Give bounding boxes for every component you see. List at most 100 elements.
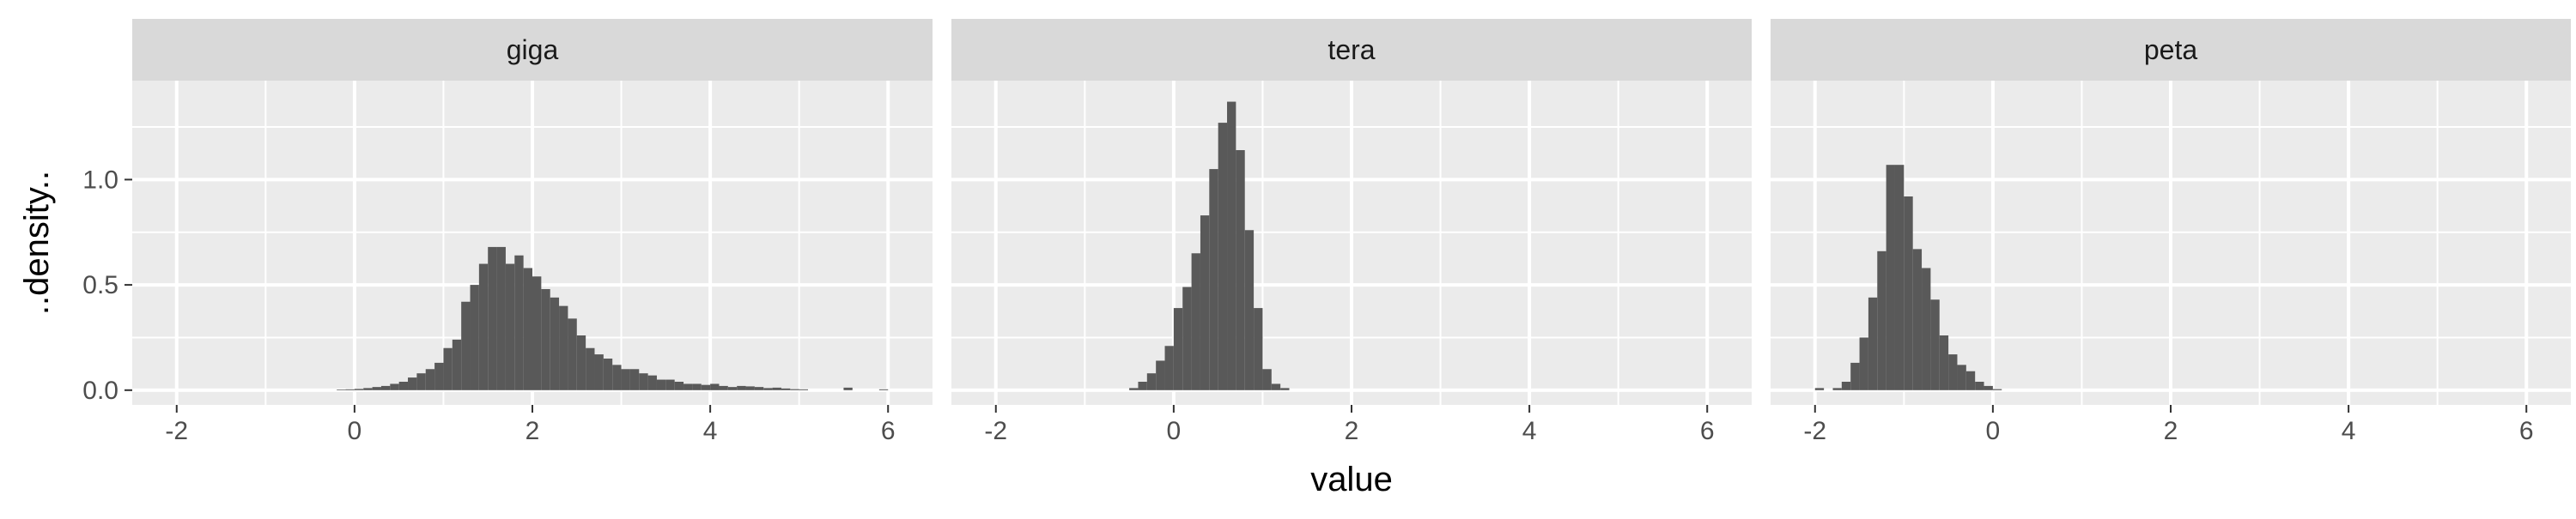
histogram-bar xyxy=(425,369,435,390)
y-tick-label: 0.5 xyxy=(82,271,118,299)
facet-panel-tera: tera xyxy=(951,19,1752,405)
histogram-bar xyxy=(629,369,640,390)
histogram-bar xyxy=(416,373,426,390)
histogram-bar xyxy=(790,389,799,390)
histogram-bar xyxy=(1948,354,1958,390)
histogram-bar xyxy=(1975,382,1984,390)
histogram-bar xyxy=(1859,337,1868,390)
facet-strip xyxy=(132,19,933,81)
histogram-bar xyxy=(1868,297,1878,390)
histogram-bar xyxy=(461,301,471,390)
histogram-bar xyxy=(1209,169,1218,390)
histogram-bar xyxy=(692,383,702,390)
histogram-bar xyxy=(665,379,675,390)
histogram-bar xyxy=(639,373,648,390)
x-tick-label: 0 xyxy=(348,417,362,445)
histogram-bar xyxy=(398,382,409,390)
histogram-bar xyxy=(576,335,586,390)
histogram-bar xyxy=(1138,382,1147,390)
histogram-bar xyxy=(1939,335,1949,390)
histogram-bars xyxy=(1814,165,2002,390)
histogram-bar xyxy=(656,379,666,390)
histogram-bar xyxy=(1227,101,1236,390)
histogram-bar xyxy=(1904,196,1913,390)
histogram-bar xyxy=(745,386,755,390)
histogram-bar xyxy=(1984,385,1993,390)
histogram-bar xyxy=(727,387,738,390)
histogram-bar xyxy=(1965,371,1976,390)
x-tick-label: 2 xyxy=(1345,417,1359,445)
histogram-bar xyxy=(478,263,489,390)
facet-strip xyxy=(1771,19,2571,81)
histogram-bar xyxy=(380,385,391,390)
y-axis: 0.0 0.5 1.0 xyxy=(82,166,132,405)
histogram-bar xyxy=(843,387,853,390)
histogram-bar xyxy=(799,389,809,390)
histogram-bar xyxy=(505,263,515,390)
histogram-bar xyxy=(701,384,711,390)
histogram-bar xyxy=(390,383,399,390)
histogram-bar xyxy=(559,305,568,390)
x-axis: -2 0 2 4 6 -2 0 2 4 6 -2 0 2 4 6 xyxy=(165,405,2534,445)
histogram-bar xyxy=(1850,362,1860,390)
histogram-bar xyxy=(1271,383,1281,390)
histogram-bar xyxy=(737,385,746,390)
histogram-bar xyxy=(1912,249,1923,390)
histogram-bars xyxy=(337,246,889,390)
x-tick-label: 4 xyxy=(703,417,718,445)
x-tick-label: -2 xyxy=(165,417,188,445)
histogram-bar xyxy=(1814,388,1825,390)
histogram-bar xyxy=(434,362,444,390)
histogram-bar xyxy=(674,382,684,390)
facet-strip-label: tera xyxy=(1327,34,1375,65)
histogram-bar xyxy=(878,389,889,390)
histogram-bar xyxy=(1992,389,2002,390)
histogram-bar xyxy=(1832,388,1842,390)
histogram-bar xyxy=(710,383,720,390)
histogram-bar xyxy=(719,385,728,390)
histogram-bar xyxy=(443,347,453,390)
histogram-bar xyxy=(1129,388,1139,390)
facet-panel-peta: peta xyxy=(1771,19,2571,405)
histogram-bar xyxy=(683,383,693,390)
histogram-bar xyxy=(1164,346,1174,390)
histogram-bar xyxy=(470,285,479,390)
histogram-bar xyxy=(1236,150,1245,390)
histogram-bar xyxy=(372,387,381,390)
histogram-bar xyxy=(568,318,577,390)
histogram-bar xyxy=(594,354,604,390)
histogram-bar xyxy=(488,246,497,390)
x-tick-label: 2 xyxy=(526,417,540,445)
histogram-bar xyxy=(363,388,373,390)
histogram-bar xyxy=(523,268,532,390)
x-tick-label: -2 xyxy=(1803,417,1826,445)
facet-strip-label: giga xyxy=(507,34,559,65)
histogram-bar xyxy=(1254,308,1263,390)
histogram-bar xyxy=(452,339,462,390)
histogram-bar xyxy=(550,297,560,390)
histogram-bar xyxy=(1218,123,1228,390)
histogram-bar xyxy=(1262,369,1272,390)
x-tick-label: -2 xyxy=(984,417,1007,445)
facet-strip xyxy=(951,19,1752,81)
histogram-bar xyxy=(647,375,657,390)
histogram-bar xyxy=(603,359,613,390)
histogram-bar xyxy=(1146,373,1157,390)
x-tick-label: 0 xyxy=(1986,417,2001,445)
histogram-bar xyxy=(1841,382,1851,390)
histogram-bar xyxy=(586,347,595,390)
x-tick-label: 0 xyxy=(1167,417,1182,445)
panels-layer: giga tera peta xyxy=(132,19,2571,405)
histogram-bar xyxy=(1182,287,1192,390)
histogram-bar xyxy=(337,389,346,390)
x-tick-label: 6 xyxy=(1700,417,1715,445)
histogram-bar xyxy=(1886,165,1895,390)
histogram-bar xyxy=(1877,250,1886,390)
histogram-bar xyxy=(1191,253,1200,390)
histogram-bar xyxy=(496,246,506,390)
histogram-bar xyxy=(754,387,764,390)
facet-panel-giga: giga xyxy=(132,19,933,405)
histogram-bar xyxy=(1930,299,1940,390)
